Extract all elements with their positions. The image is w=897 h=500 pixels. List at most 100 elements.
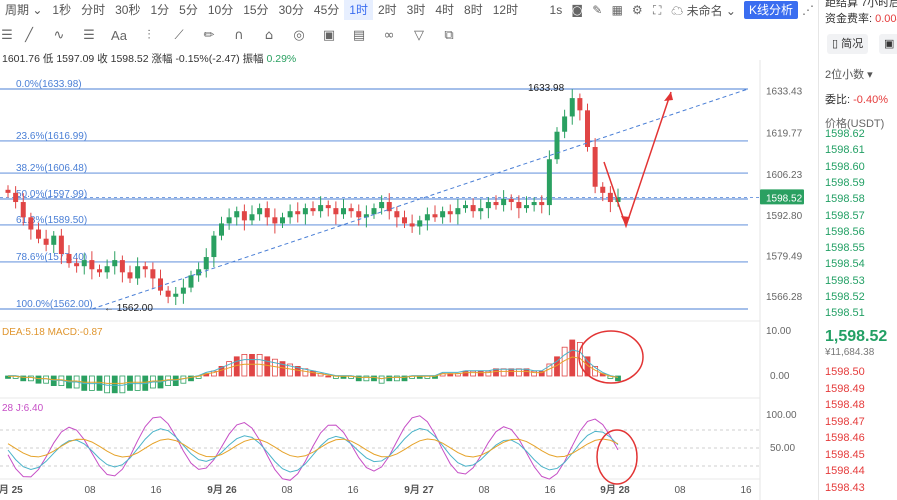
- ask-price-row[interactable]: 1598.54: [825, 258, 865, 271]
- candle-body: [287, 211, 293, 218]
- candle-body: [104, 266, 110, 273]
- bid-price-row[interactable]: 1598.47: [825, 415, 865, 428]
- ask-price-row[interactable]: 1598.56: [825, 225, 865, 238]
- timeframe-8h[interactable]: 8时: [464, 3, 483, 17]
- layers-icon[interactable]: ▣: [322, 27, 336, 43]
- bid-price-row[interactable]: 1598.43: [825, 481, 865, 494]
- timeframe-5m[interactable]: 5分: [179, 3, 198, 17]
- grid-icon[interactable]: ▦: [611, 3, 623, 17]
- candle-body: [142, 266, 148, 270]
- fullscreen-icon[interactable]: ⛶: [653, 2, 662, 17]
- wave-icon[interactable]: ∿: [53, 27, 65, 43]
- camera-icon[interactable]: ◙: [571, 3, 584, 17]
- more-button[interactable]: ▣: [879, 34, 897, 54]
- bid-price-row[interactable]: 1598.44: [825, 465, 865, 477]
- candle-body: [432, 214, 438, 218]
- timeframe-15m[interactable]: 15分: [243, 3, 269, 17]
- candle-body: [158, 278, 163, 291]
- macd-histogram-bar: [241, 353, 248, 377]
- k-analysis-button[interactable]: K线分析: [743, 1, 798, 19]
- decimals-dropdown[interactable]: 2位小数 ▾: [825, 69, 873, 81]
- candle-body: [325, 205, 331, 209]
- trend-line-icon[interactable]: ╱: [25, 27, 33, 43]
- candle-body: [226, 217, 232, 224]
- bid-price-row[interactable]: 1598.46: [825, 432, 865, 444]
- trash-icon[interactable]: ▤: [352, 27, 366, 43]
- time-axis-tick: 9月 27: [404, 484, 434, 496]
- candle-body: [119, 260, 125, 273]
- candle-body: [524, 205, 529, 209]
- candle-body: [463, 205, 468, 209]
- simple-view-button[interactable]: ▯ 简况: [827, 34, 869, 54]
- pen-icon[interactable]: ✎: [592, 3, 603, 17]
- timeframe-4h[interactable]: 4时: [435, 3, 455, 17]
- macd-dea-line: [8, 356, 619, 384]
- link-icon[interactable]: ∞: [383, 27, 395, 43]
- candle-body: [97, 269, 102, 273]
- period-dropdown[interactable]: 周期 ⌄: [5, 3, 43, 17]
- workspace-dropdown[interactable]: ☁ 未命名 ⌄: [671, 3, 736, 18]
- macd-histogram-bar: [470, 370, 477, 377]
- time-axis-tick: 16: [740, 485, 752, 496]
- gear-icon[interactable]: ⚙: [631, 3, 643, 17]
- timeframe-30s[interactable]: 30秒: [115, 3, 141, 17]
- settings-icon[interactable]: ⧉: [444, 27, 454, 43]
- macd-histogram-bar: [325, 375, 332, 378]
- last-price: 1,598.52: [825, 328, 888, 345]
- bid-price-row[interactable]: 1598.48: [825, 399, 865, 411]
- ask-price-row[interactable]: 1598.62: [825, 128, 865, 140]
- time-axis-tick: 9月 25: [0, 484, 23, 496]
- bid-price-row[interactable]: 1598.45: [825, 448, 865, 461]
- timeframe-toolbar: 周期 ⌄ 1秒 分时 30秒 1分 5分 10分 15分 30分 45分 1时 …: [0, 0, 818, 20]
- ask-price-row[interactable]: 1598.57: [825, 209, 865, 222]
- timeframe-1h[interactable]: 1时: [344, 0, 373, 20]
- ask-price-row[interactable]: 1598.53: [825, 274, 865, 287]
- lock-icon[interactable]: ⌂: [264, 27, 274, 43]
- timeframe-30m[interactable]: 30分: [278, 3, 304, 17]
- bid-price-row[interactable]: 1598.49: [825, 382, 865, 395]
- candle-body: [592, 147, 598, 187]
- ask-price-row[interactable]: 1598.59: [825, 176, 865, 189]
- timeframe-line[interactable]: 分时: [81, 3, 106, 17]
- ask-price-row[interactable]: 1598.52: [825, 291, 865, 303]
- candle-body: [455, 208, 461, 215]
- macd-histogram-bar: [477, 370, 484, 377]
- bid-price-row[interactable]: 1598.50: [825, 366, 865, 378]
- time-axis-tick: 16: [150, 485, 162, 496]
- interval-1s-button[interactable]: 1s: [549, 3, 563, 17]
- pencil-icon[interactable]: ✏: [203, 27, 215, 43]
- macd-histogram-bar: [401, 375, 408, 382]
- candle-body: [546, 159, 552, 206]
- fib-icon[interactable]: ⫶: [147, 27, 151, 43]
- timeframe-10m[interactable]: 10分: [207, 3, 234, 17]
- filter-icon[interactable]: ▽: [414, 27, 424, 43]
- text-icon[interactable]: Aa: [111, 27, 127, 43]
- ask-price-row[interactable]: 1598.55: [825, 242, 865, 255]
- timeframe-12h[interactable]: 12时: [492, 3, 519, 17]
- ask-price-row[interactable]: 1598.60: [825, 160, 865, 173]
- price-axis-tick: 1579.49: [766, 252, 803, 263]
- time-axis-tick: 08: [478, 485, 490, 496]
- eye-icon[interactable]: ◎: [293, 27, 305, 43]
- timeframe-1m[interactable]: 1分: [150, 3, 170, 17]
- measure-icon[interactable]: ⟋: [174, 27, 184, 43]
- timeframe-2h[interactable]: 2时: [377, 3, 397, 17]
- ask-price-row[interactable]: 1598.58: [825, 193, 865, 206]
- macd-histogram-bar: [500, 368, 507, 377]
- candlestick-chart[interactable]: 0.0%(1633.98) 23.6%(1616.99) 38.2%(1606.48…: [0, 0, 818, 500]
- ask-price-row[interactable]: 1598.51: [825, 307, 865, 320]
- candle-body: [89, 260, 95, 270]
- candle-body: [485, 202, 491, 209]
- timeframe-3h[interactable]: 3时: [406, 3, 426, 17]
- kdj-d-line: [7, 438, 619, 458]
- projection-path: [603, 91, 672, 229]
- menu-icon[interactable]: ☰: [1, 27, 13, 43]
- macd-histogram-bar: [386, 375, 393, 382]
- share-icon[interactable]: ⋰: [802, 3, 814, 17]
- candle-body: [585, 110, 590, 148]
- ask-price-row[interactable]: 1598.61: [825, 144, 865, 157]
- channel-icon[interactable]: ☰: [83, 27, 95, 43]
- timeframe-45m[interactable]: 45分: [313, 3, 340, 17]
- timeframe-1s[interactable]: 1秒: [52, 3, 72, 17]
- magnet-icon[interactable]: ∩: [234, 27, 244, 43]
